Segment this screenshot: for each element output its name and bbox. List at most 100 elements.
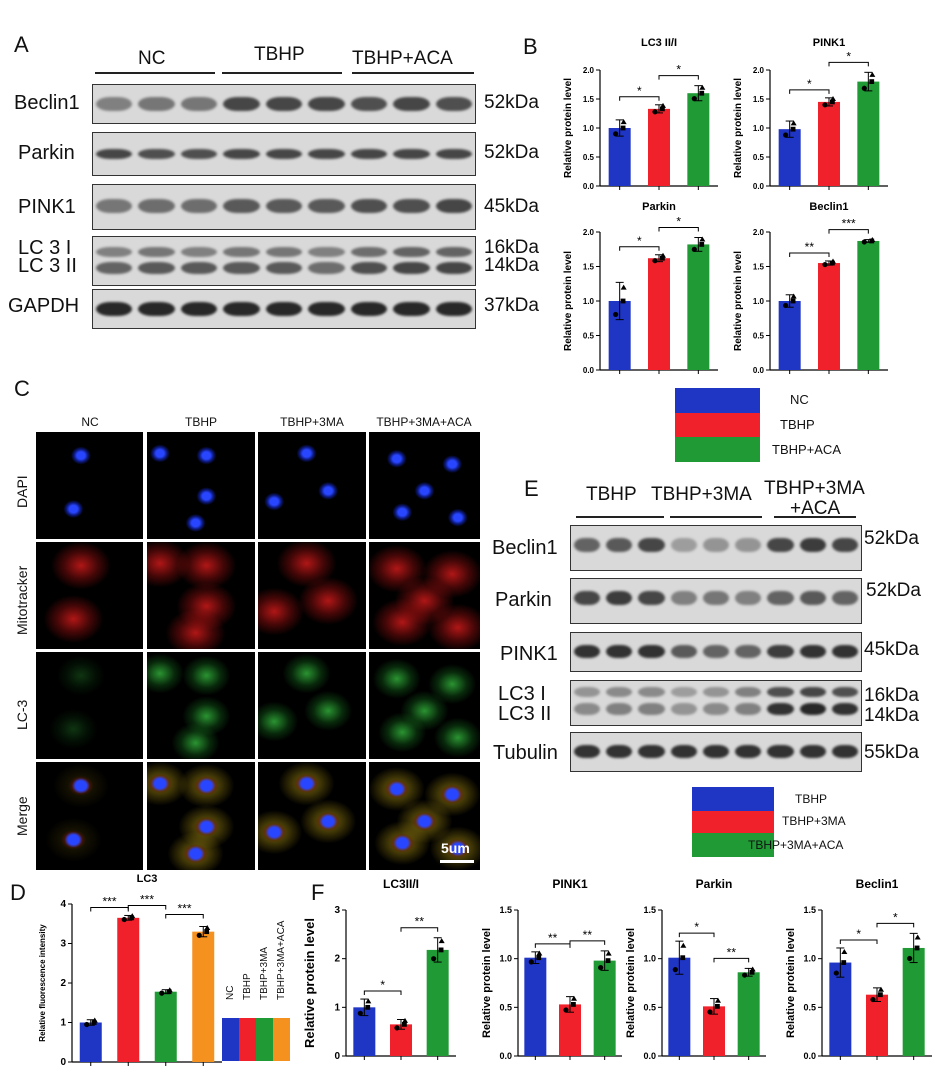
- blotA-band: [308, 199, 345, 213]
- chartB3-point: [699, 236, 706, 242]
- blotE-band: [799, 745, 826, 758]
- chartD-sig-label-0: ***: [102, 894, 116, 908]
- panel-letter-b: B: [523, 34, 538, 59]
- blotA-band: [308, 149, 345, 159]
- chartB3-sig-label-1: *: [676, 215, 681, 229]
- chartF1-point: [438, 947, 444, 953]
- blotE-band: [735, 645, 762, 658]
- chartF1-ytick-label: 1: [334, 1002, 340, 1013]
- blotE-band: [606, 645, 633, 658]
- chartB3-bar-0: [608, 301, 631, 370]
- chartF3-ytick-label: 1.5: [643, 905, 656, 915]
- chartD-sig-bracket-0: [90, 906, 129, 912]
- chartF2-point: [536, 955, 542, 961]
- chartD-point: [84, 1021, 90, 1028]
- blotA-band: [393, 97, 430, 111]
- panel-letter-d: D: [10, 880, 26, 905]
- chartF2-point: [571, 1002, 576, 1007]
- chartB3-point: [620, 284, 627, 290]
- micro-row-dapi: DAPI: [14, 475, 30, 508]
- legend-d-label-1: TBHP: [242, 973, 253, 1000]
- chartF2-sig-bracket-0: [534, 943, 571, 948]
- chartD-ytick-label: 4: [60, 899, 66, 910]
- blotA-band: [350, 97, 388, 111]
- chartF3-ytick-label: 0.5: [643, 1002, 656, 1012]
- blot-a-group-nc: NC: [138, 48, 166, 69]
- legend-e-swatch-tbhp: [692, 787, 774, 811]
- blotE-band: [702, 687, 730, 697]
- chartB4-ytick-label: 1.0: [753, 297, 765, 306]
- micro-image-mitotracker-0: [36, 542, 143, 649]
- blotE-band: [574, 687, 601, 697]
- chartB3-sig-label-0: *: [637, 234, 642, 248]
- chartB4-ytick-label: 2.0: [753, 228, 765, 237]
- chart-d-lc3: 0 1 2 3 4 LC3 Relative fluorescence intensity *…: [38, 873, 222, 1068]
- legend-e-swatch-tbhp-3ma: [692, 811, 774, 833]
- blotE-band: [670, 745, 697, 758]
- chartB1-point: [652, 109, 658, 115]
- chartF2-point: [536, 950, 543, 956]
- chartF2-ytick-label: 0.0: [499, 1051, 512, 1061]
- chartF2-point: [605, 958, 611, 964]
- chartB4-ylabel: Relative protein level: [733, 251, 744, 351]
- chartB2-point: [790, 120, 797, 126]
- chartD-point: [166, 987, 173, 993]
- chart-b-pink1: 0.0 0.5 1.0 1.5 2.0 PINK1 Relative protein lev…: [733, 37, 888, 191]
- chartB1-sig-label-0: *: [637, 84, 642, 98]
- chartB4-sig-label-1: ***: [842, 217, 856, 231]
- chartF3-ytick-label: 1.0: [643, 954, 656, 964]
- chartD-point: [121, 916, 127, 923]
- blotA-band: [180, 97, 218, 111]
- legend-b-swatch-nc: [675, 388, 760, 413]
- blotE-band: [574, 538, 601, 552]
- blotA-band: [223, 247, 260, 257]
- micro-image-dapi-1: [147, 432, 255, 539]
- chartB1-point: [620, 125, 626, 131]
- blot-a-group-line-tbhp: [222, 72, 342, 74]
- chartB3-ytick-label: 0.0: [583, 366, 595, 375]
- chartF3-point: [707, 1009, 713, 1015]
- chartD-point: [159, 990, 165, 996]
- blotA-band: [223, 302, 260, 316]
- chartF3-point: [680, 955, 686, 961]
- chartB2-bar-1: [818, 101, 840, 186]
- blotA-band: [96, 302, 133, 316]
- chartF3-ylabel: Relative protein level: [625, 928, 637, 1038]
- panel-letter-a: A: [14, 32, 29, 57]
- blot-e-group-aca: +ACA: [790, 498, 841, 519]
- blot-e-group-line-aca: [774, 516, 856, 518]
- chartB3-point: [691, 246, 697, 252]
- chartB4-bar-1: [818, 263, 840, 370]
- blot-e-kda-tubulin: 55kDa: [864, 742, 919, 763]
- chartF1-point: [394, 1025, 400, 1031]
- blotA-band: [435, 262, 472, 274]
- chart-f-beclin1: 0.0 0.5 1.0 1.5 Beclin1 Relative protein leve…: [785, 877, 932, 1061]
- blotA-band: [435, 149, 472, 159]
- chartF2-ytick-label: 0.5: [499, 1002, 512, 1012]
- chartB1-ylabel: Relative protein level: [563, 78, 574, 178]
- blotA-band: [223, 262, 260, 274]
- micro-image-mitotracker-1: [147, 542, 255, 649]
- blot-a-label-beclin1: Beclin1: [14, 92, 80, 114]
- chartF3-point: [715, 1003, 720, 1009]
- micro-image-lc3-1: [147, 652, 255, 759]
- blotE-band: [702, 645, 730, 658]
- blotE-band: [670, 538, 697, 552]
- chartB3-point: [652, 258, 658, 264]
- panel-letter-e: E: [524, 476, 539, 501]
- chartD-ytick-label: 2: [60, 978, 66, 989]
- chartF4-ytick-label: 0.0: [803, 1051, 816, 1061]
- blotE-band: [799, 591, 826, 605]
- blotA-strip-4: [92, 289, 476, 329]
- chart-b-lc3: 0.0 0.5 1.0 1.5 2.0 LC3 II/I Relative protein …: [563, 37, 718, 191]
- blotA-band: [393, 302, 430, 316]
- blotE-band: [799, 538, 826, 552]
- blotA-band: [180, 199, 218, 213]
- chartF3-bar-2: [737, 972, 760, 1056]
- blotA-band: [96, 97, 133, 111]
- chartB2-ytick-label: 2.0: [753, 66, 765, 75]
- chartF1-ytick-label: 0: [334, 1051, 340, 1062]
- chartB4-point: [822, 261, 828, 268]
- blotE-band: [767, 538, 794, 552]
